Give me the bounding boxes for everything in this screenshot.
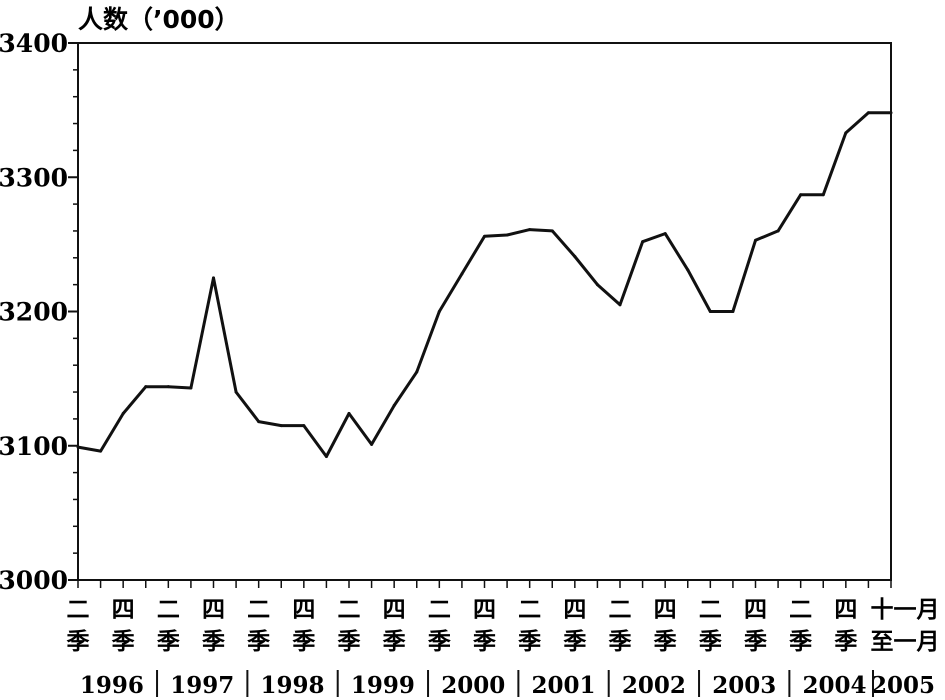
x-tick-label: 至一月	[871, 629, 940, 655]
x-tick-label: 二	[428, 597, 451, 623]
x-tick-label: 季	[157, 629, 180, 655]
x-tick-label: 四	[112, 597, 135, 623]
x-tick-label: 季	[202, 629, 225, 655]
x-tick-label: 季	[518, 629, 541, 655]
data-point	[754, 238, 757, 242]
y-tick-label: 3100	[0, 432, 68, 461]
data-point	[483, 234, 486, 238]
data-point	[573, 254, 577, 258]
data-point	[618, 303, 622, 307]
series-line	[77, 111, 891, 458]
x-tick-label: 季	[112, 629, 135, 655]
y-tick-label: 3300	[0, 163, 68, 192]
x-tick-label: 季	[292, 629, 315, 655]
x-tick-label: 四	[744, 597, 767, 623]
x-year-label: 2000	[441, 672, 505, 699]
data-point	[595, 283, 599, 287]
data-point	[663, 232, 667, 236]
x-tick-label: 季	[67, 629, 90, 655]
x-year-label: 2005	[871, 672, 935, 699]
data-point	[708, 310, 712, 313]
data-point	[212, 276, 215, 280]
x-tick-label: 季	[428, 629, 451, 655]
data-point	[279, 424, 283, 428]
x-year-label: 1999	[351, 672, 415, 699]
x-tick-label: 二	[67, 597, 90, 623]
x-year-label: 1997	[170, 672, 234, 699]
x-tick-label: 四	[383, 597, 406, 623]
data-point	[550, 229, 554, 233]
x-tick-label: 二	[789, 597, 812, 623]
x-tick-label: 季	[744, 629, 767, 655]
x-tick-label: 四	[473, 597, 496, 623]
data-point	[460, 272, 464, 276]
x-tick-label: 季	[338, 629, 361, 655]
plot-frame	[77, 42, 892, 581]
data-point	[99, 449, 103, 453]
data-point	[641, 240, 645, 244]
x-tick-label: 二	[338, 597, 361, 623]
x-tick-label: 季	[834, 629, 857, 655]
data-point	[844, 131, 848, 135]
data-point	[731, 310, 735, 313]
x-tick-label: 季	[247, 629, 270, 655]
x-tick-label: 二	[247, 597, 270, 623]
data-point	[121, 412, 125, 416]
x-tick-label: 二	[518, 597, 541, 623]
x-tick-label: 四	[834, 597, 857, 623]
x-tick-label: 十一月	[871, 597, 940, 623]
x-tick-label: 季	[699, 629, 722, 655]
x-tick-label: 季	[383, 629, 406, 655]
x-tick-label: 季	[609, 629, 632, 655]
data-point	[302, 424, 306, 428]
x-tick-label: 四	[292, 597, 315, 623]
x-year-label: 2002	[622, 672, 686, 699]
data-point	[166, 385, 170, 389]
x-tick-label: 四	[202, 597, 225, 623]
x-tick-label: 四	[563, 597, 586, 623]
data-point	[437, 310, 441, 313]
x-year-label: 1996	[80, 672, 144, 699]
data-point	[324, 454, 328, 458]
y-ticks: 3000 3100 3200 3300 3400	[0, 29, 78, 595]
data-point	[889, 111, 893, 115]
x-tick-label: 二	[157, 597, 180, 623]
x-year-label: 2003	[712, 672, 776, 699]
data-point	[234, 390, 238, 394]
line-series	[76, 111, 893, 458]
data-point	[821, 193, 825, 197]
x-tick-label: 季	[789, 629, 812, 655]
x-tick-label: 二	[609, 597, 632, 623]
x-tick-label: 季	[654, 629, 677, 655]
x-year-label: 1998	[261, 672, 325, 699]
data-point	[528, 228, 532, 232]
data-point	[144, 385, 148, 389]
x-year-label: 2004	[803, 672, 867, 699]
data-point	[189, 386, 193, 390]
data-point	[799, 193, 803, 197]
y-tick-label: 3000	[0, 566, 68, 595]
y-tick-label: 3400	[0, 29, 68, 58]
y-axis-title: 人数（’000）	[78, 5, 240, 34]
x-ticks: 二季四季二季四季二季四季二季四季二季四季二季四季二季四季二季四季二季四季十一月至…	[67, 580, 940, 699]
data-point	[686, 268, 690, 272]
x-tick-label: 二	[699, 597, 722, 623]
x-tick-label: 季	[473, 629, 496, 655]
y-tick-label: 3200	[0, 298, 68, 327]
data-point	[866, 111, 870, 115]
data-point	[257, 420, 261, 424]
x-tick-label: 季	[563, 629, 586, 655]
data-point	[392, 403, 396, 407]
x-year-label: 2001	[532, 672, 596, 699]
x-tick-label: 四	[654, 597, 677, 623]
data-point	[76, 445, 80, 449]
data-point	[370, 442, 374, 446]
data-point	[505, 233, 509, 237]
data-point	[347, 412, 351, 416]
data-point	[415, 370, 419, 374]
data-point	[776, 229, 780, 233]
